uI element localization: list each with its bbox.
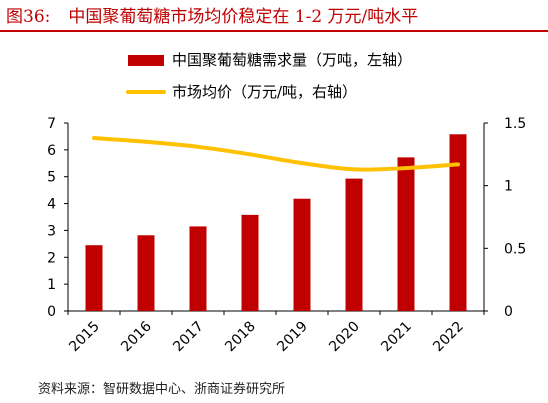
left-tick-label: 7 xyxy=(47,116,56,132)
bar-demand-2020 xyxy=(346,179,363,311)
x-tick-label: 2020 xyxy=(326,319,363,356)
left-tick-label: 5 xyxy=(47,170,56,186)
bar-demand-2019 xyxy=(294,199,311,311)
x-tick-label: 2022 xyxy=(430,319,467,356)
x-tick-label: 2021 xyxy=(378,319,415,356)
x-tick-label: 2019 xyxy=(274,319,311,356)
legend-swatch-demand xyxy=(128,55,164,66)
bar-demand-2015 xyxy=(86,245,103,311)
left-tick-label: 0 xyxy=(47,304,56,320)
bar-demand-2021 xyxy=(398,157,415,311)
legend-label-price: 市场均价（万元/吨，右轴） xyxy=(172,83,357,101)
source-note: 资料来源：智研数据中心、浙商证券研究所 xyxy=(38,378,285,397)
right-tick-label: 1.5 xyxy=(504,116,526,132)
x-tick-label: 2015 xyxy=(66,319,103,356)
x-tick-label: 2016 xyxy=(118,318,155,355)
left-tick-label: 2 xyxy=(47,250,56,266)
chart: 中国聚葡萄糖需求量（万吨，左轴） 市场均价（万元/吨，右轴） 0 1 2 3 4 5 6 7 0 0.… xyxy=(0,0,548,370)
left-tick-label: 3 xyxy=(47,223,56,239)
bar-demand-2017 xyxy=(190,226,207,311)
bar-demand-2018 xyxy=(242,215,259,311)
left-tick-label: 6 xyxy=(47,143,56,159)
bar-demand-2016 xyxy=(138,235,155,311)
legend-label-demand: 中国聚葡萄糖需求量（万吨，左轴） xyxy=(172,51,412,69)
bar-demand-2022 xyxy=(450,134,467,311)
right-tick-label: 1 xyxy=(504,179,513,195)
x-tick-label: 2017 xyxy=(170,319,207,356)
right-tick-label: 0 xyxy=(504,304,513,320)
x-tick-label: 2018 xyxy=(222,319,259,356)
left-tick-label: 1 xyxy=(47,277,56,293)
left-tick-label: 4 xyxy=(47,197,56,213)
right-tick-label: 0.5 xyxy=(504,241,526,257)
